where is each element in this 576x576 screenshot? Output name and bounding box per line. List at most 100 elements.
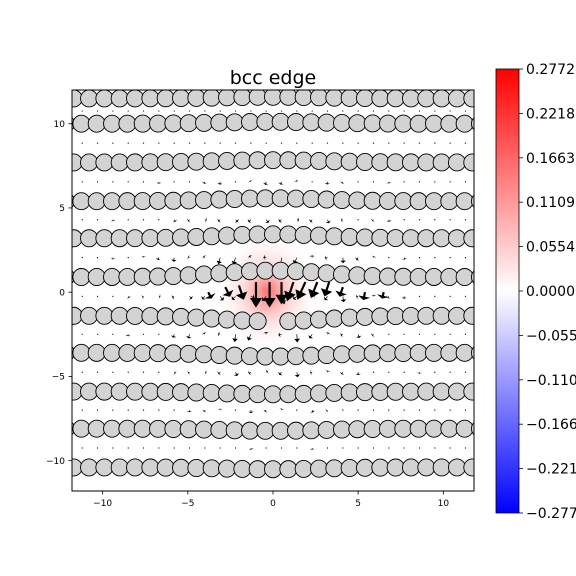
vector-arrow <box>371 218 375 223</box>
atom <box>340 459 359 477</box>
atom <box>333 191 351 209</box>
atom <box>233 225 252 244</box>
vector-dot <box>96 257 99 259</box>
vector-arrow <box>234 218 239 223</box>
atom <box>233 311 252 330</box>
vector-arrow <box>202 409 207 413</box>
atom <box>402 306 420 325</box>
atom <box>333 265 351 284</box>
vector-arrow <box>187 370 191 376</box>
atom <box>241 189 259 208</box>
vector-dot <box>280 447 283 449</box>
vector-dot <box>81 447 83 449</box>
atom <box>394 267 413 286</box>
atom <box>149 419 167 438</box>
vector-arrow <box>172 219 178 223</box>
vector-arrow <box>355 257 360 261</box>
atom <box>302 190 321 208</box>
vector-dot <box>142 110 145 112</box>
vector-arrow <box>231 296 236 301</box>
atom <box>379 267 397 286</box>
atom <box>264 90 282 106</box>
vector-dot <box>464 181 467 183</box>
atom <box>279 460 298 479</box>
atom <box>317 346 336 364</box>
vector-arrow <box>278 181 284 185</box>
vector-dot <box>418 181 421 183</box>
vector-dot <box>418 219 421 221</box>
atom <box>447 153 466 172</box>
vector-dot <box>81 409 83 411</box>
vector-dot <box>296 142 298 144</box>
vector-dot <box>357 142 359 144</box>
vector-dot <box>372 447 375 449</box>
atom <box>379 344 397 363</box>
atom <box>256 189 275 208</box>
vector-dot <box>388 371 390 373</box>
vector-dot <box>464 409 467 411</box>
atom <box>172 153 190 171</box>
vector-dot <box>158 333 160 335</box>
atom <box>256 421 275 440</box>
vector-dot <box>112 409 114 411</box>
atom <box>271 347 290 366</box>
atom <box>386 229 405 248</box>
vector-arrow <box>217 218 221 223</box>
vector-arrow <box>325 408 329 413</box>
atom <box>463 382 474 401</box>
atom <box>179 114 198 133</box>
atom <box>256 347 275 366</box>
y-tick-label: 5 <box>59 204 65 214</box>
atom <box>348 114 367 133</box>
atom <box>348 266 367 285</box>
colorbar-gradient <box>495 68 520 514</box>
atom <box>470 346 474 360</box>
vector-dot <box>357 447 359 449</box>
vector-dot <box>372 409 375 411</box>
atom <box>425 114 443 133</box>
vector-arrow <box>325 370 331 373</box>
vector-dot <box>449 333 451 335</box>
vector-arrow <box>201 295 206 300</box>
vector-arrow <box>278 218 282 223</box>
vector-dot <box>464 371 467 373</box>
atom <box>218 310 236 329</box>
vector-arrow <box>371 255 377 259</box>
vector-dot <box>449 219 451 221</box>
atom <box>218 90 236 107</box>
atom <box>317 113 336 132</box>
vector-dot <box>112 142 114 144</box>
vector-arrow <box>356 294 359 300</box>
vector-arrow <box>141 294 145 300</box>
atom <box>172 458 190 477</box>
vector-arrow <box>246 334 252 341</box>
vector-arrow <box>217 181 223 185</box>
atom <box>225 263 244 282</box>
atom <box>271 261 290 280</box>
vector-arrow <box>171 294 175 300</box>
atom <box>72 268 91 286</box>
atom <box>447 306 466 325</box>
atom <box>164 267 183 286</box>
atom-layer <box>72 90 474 479</box>
vector-dot <box>418 142 421 144</box>
atom <box>394 344 413 362</box>
vector-dot <box>403 110 405 112</box>
atom <box>310 384 328 403</box>
atom <box>133 114 152 133</box>
vector-arrow <box>155 257 161 261</box>
vector-arrow <box>278 371 283 376</box>
vector-dot <box>142 333 145 335</box>
vector-arrow <box>263 409 268 413</box>
atom <box>294 225 313 244</box>
atom <box>294 459 313 478</box>
vector-arrow <box>156 181 162 184</box>
atom <box>294 384 313 403</box>
atom <box>455 419 474 438</box>
colorbar-tick-label: 0.2772 <box>526 62 575 78</box>
atom <box>241 113 259 131</box>
vector-dot <box>127 219 129 221</box>
atom <box>126 229 144 248</box>
vector-dot <box>142 181 145 183</box>
